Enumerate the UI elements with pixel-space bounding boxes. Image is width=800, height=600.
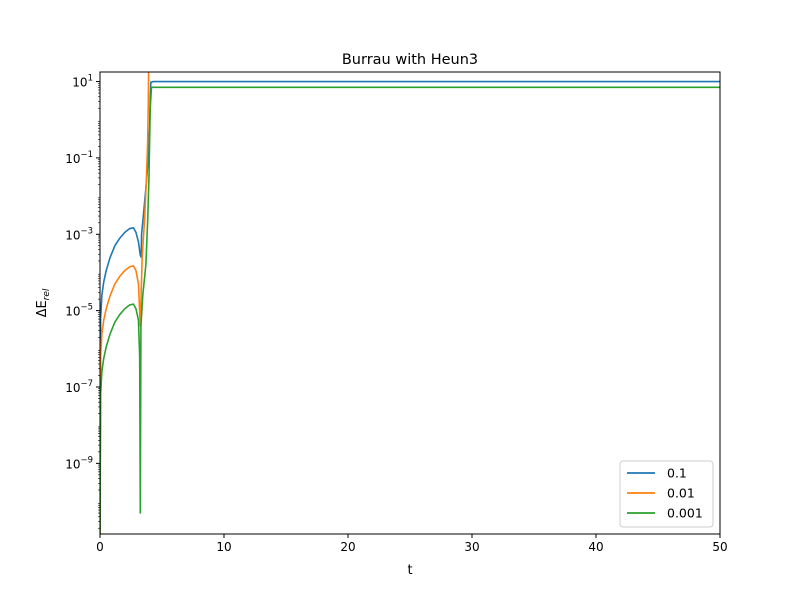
x-axis: 0 10 20 30 40 50 — [96, 534, 728, 554]
x-tick-label: 40 — [588, 540, 603, 554]
legend-label-0: 0.1 — [667, 466, 687, 481]
legend: 0.1 0.01 0.001 — [619, 460, 714, 528]
y-axis-label-subscript: rel — [42, 288, 52, 300]
plot-area — [99, 71, 721, 535]
x-axis-label: t — [407, 563, 412, 578]
y-tick-label: 10−7 — [65, 379, 93, 395]
x-tick-label: 30 — [464, 540, 479, 554]
x-tick-label: 20 — [340, 540, 355, 554]
series-layer — [100, 72, 720, 534]
y-axis-label: ΔErel — [35, 288, 52, 317]
y-tick-label: 10−1 — [65, 150, 93, 166]
x-tick-label: 10 — [216, 540, 231, 554]
legend-label-2: 0.001 — [667, 506, 703, 521]
series-line-2 — [100, 86, 720, 534]
plot-frame — [99, 71, 721, 535]
series-line-1 — [100, 72, 150, 534]
legend-box — [619, 460, 714, 528]
chart-title: Burrau with Heun3 — [342, 52, 478, 68]
y-tick-label: 10−9 — [65, 455, 93, 471]
y-axis: 101 10−1 10−3 10−5 10−7 10−9 — [65, 74, 100, 529]
x-tick-label: 50 — [712, 540, 727, 554]
legend-label-1: 0.01 — [667, 486, 695, 501]
y-tick-label: 10−3 — [65, 226, 93, 242]
y-tick-label: 10−5 — [65, 303, 93, 319]
x-tick-label: 0 — [96, 540, 104, 554]
y-tick-label: 101 — [72, 74, 93, 90]
y-axis-label-base: ΔE — [35, 300, 50, 317]
